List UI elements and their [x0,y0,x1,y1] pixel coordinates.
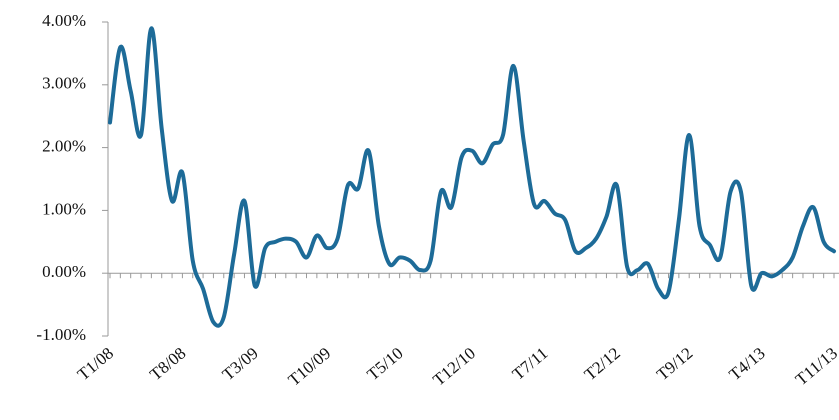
y-tick-label: 4.00% [42,11,86,30]
y-tick-label: 2.00% [42,137,86,156]
x-tick-label: T9/12 [653,344,696,385]
y-tick-label: 1.00% [42,199,86,218]
x-tick-label: T4/13 [725,344,768,385]
x-tick-label: T2/12 [581,344,624,385]
y-tick-label: 3.00% [42,74,86,93]
y-tick-label: 0.00% [42,262,86,281]
x-tick-label: T3/09 [219,344,262,385]
x-tick-label: T11/13 [792,344,839,390]
x-tick-label: T7/11 [509,344,552,384]
line-series [108,26,836,328]
x-tick-label: T5/10 [363,344,406,385]
y-tick-label: -1.00% [36,325,86,344]
x-tick-label: T10/09 [284,344,334,390]
x-tick-label: T1/08 [74,344,117,385]
x-tick-label: T8/08 [146,344,189,385]
x-tick-label: T12/10 [429,344,479,390]
